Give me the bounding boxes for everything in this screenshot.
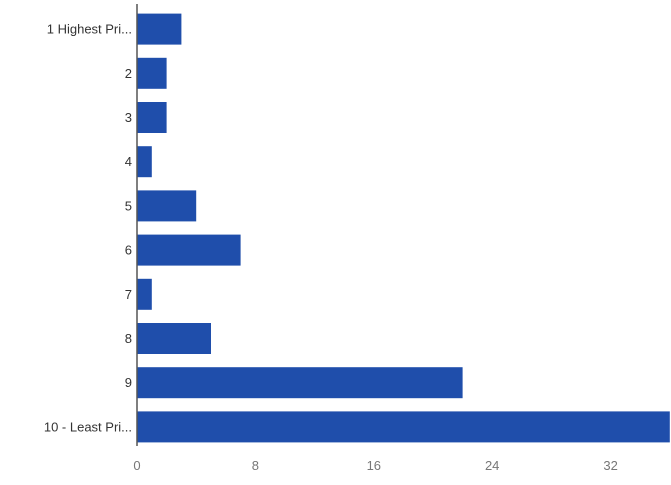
category-label-1: 1 Highest Pri... xyxy=(47,22,132,37)
category-labels: 1 Highest Pri... 2 3 4 5 6 7 8 9 10 - Least Pri..… xyxy=(44,22,132,435)
bar-2 xyxy=(137,57,167,89)
bar-8 xyxy=(137,323,211,354)
category-label-2: 2 xyxy=(125,66,132,81)
bar-1 xyxy=(137,13,182,45)
bar-5 xyxy=(137,190,197,222)
bar-10 xyxy=(137,411,670,443)
x-tick-labels: 0 8 16 24 32 xyxy=(133,458,617,473)
x-tick-label-3: 24 xyxy=(485,458,499,473)
category-label-5: 5 xyxy=(125,198,132,213)
category-label-8: 8 xyxy=(125,331,132,346)
category-label-9: 9 xyxy=(125,375,132,390)
bar-6 xyxy=(137,234,241,266)
x-tick-label-0: 0 xyxy=(133,458,140,473)
category-label-10: 10 - Least Pri... xyxy=(44,419,132,434)
bar-9 xyxy=(137,367,463,399)
x-tick-label-1: 8 xyxy=(252,458,259,473)
bar-7 xyxy=(137,278,152,310)
category-label-7: 7 xyxy=(125,287,132,302)
bar-3 xyxy=(137,102,167,133)
category-label-4: 4 xyxy=(125,154,132,169)
x-tick-label-2: 16 xyxy=(367,458,381,473)
x-tick-label-4: 32 xyxy=(603,458,617,473)
category-label-3: 3 xyxy=(125,110,132,125)
bars-group xyxy=(137,13,670,443)
category-label-6: 6 xyxy=(125,243,132,258)
bar-4 xyxy=(137,146,152,178)
